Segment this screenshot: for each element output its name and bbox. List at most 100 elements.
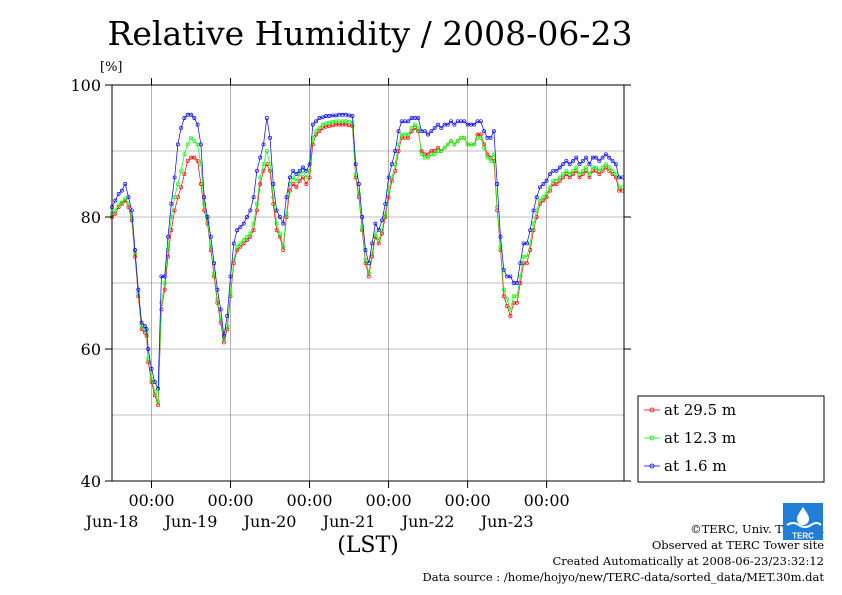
- copyright-text: ©TERC, Univ. Tsukuba: [690, 522, 824, 536]
- data-point: [146, 347, 151, 351]
- y-tick-label: 40: [81, 472, 101, 491]
- data-point: [238, 241, 243, 246]
- data-point: [396, 129, 401, 134]
- data-point: [314, 119, 319, 124]
- plot-frame: [111, 84, 625, 482]
- x-tick-label: 00:00: [207, 491, 253, 510]
- data-point: [166, 234, 170, 239]
- data-point: [304, 175, 309, 180]
- data-point: [320, 115, 325, 120]
- data-point: [386, 175, 391, 180]
- data-point: [571, 168, 575, 173]
- data-point: [162, 287, 167, 292]
- legend-label: at 12.3 m: [664, 429, 736, 447]
- data-point: [603, 162, 608, 167]
- data-point: [287, 188, 292, 193]
- axis-labels: 40 60 80 100[%] 00:00 00:00 00:00 00:00 00:00 00:…: [70, 60, 631, 558]
- data-point: [287, 182, 292, 186]
- series-layer: [110, 112, 625, 408]
- data-point: [123, 182, 128, 186]
- data-point: [264, 149, 269, 153]
- data-point: [277, 231, 282, 236]
- data-point: [248, 231, 253, 236]
- data-point: [561, 162, 566, 167]
- data-point: [419, 152, 424, 157]
- date-label: Jun-20: [242, 512, 297, 531]
- data-point: [254, 208, 259, 213]
- data-point: [218, 307, 223, 312]
- terc-logo-icon: TERC: [783, 503, 823, 540]
- data-point: [472, 142, 477, 147]
- data-point: [360, 224, 365, 229]
- data-point: [182, 152, 187, 157]
- data-point: [274, 221, 279, 226]
- data-point: [271, 182, 276, 186]
- data-point: [406, 119, 411, 124]
- data-point: [228, 274, 233, 279]
- data-point: [432, 152, 437, 157]
- data-point: [133, 248, 137, 252]
- data-point: [366, 271, 371, 276]
- data-point: [251, 195, 256, 200]
- data-point: [547, 172, 552, 177]
- data-point: [241, 238, 246, 243]
- data-point: [571, 158, 575, 163]
- data-point: [557, 165, 562, 170]
- data-point: [422, 129, 427, 134]
- data-point: [426, 132, 431, 137]
- data-point: [126, 195, 131, 200]
- y-axis-label: [%]: [100, 60, 123, 75]
- data-point: [541, 182, 546, 186]
- data-point: [218, 317, 223, 322]
- x-tick-label: 00:00: [287, 491, 333, 510]
- data-point: [478, 135, 483, 140]
- data-point: [518, 261, 523, 266]
- data-point: [376, 228, 381, 233]
- date-label: Jun-19: [163, 512, 218, 531]
- data-point: [221, 333, 226, 338]
- data-point: [317, 125, 322, 130]
- data-point: [129, 215, 134, 219]
- data-point: [144, 327, 149, 332]
- data-point: [189, 135, 193, 140]
- data-point: [564, 168, 569, 173]
- observed-text: Observed at TERC Tower site: [651, 538, 824, 552]
- data-point: [156, 386, 161, 391]
- data-point: [202, 195, 207, 200]
- data-point: [159, 300, 164, 305]
- data-point: [603, 152, 608, 157]
- data-point: [409, 125, 414, 130]
- data-point: [281, 221, 286, 226]
- data-point: [363, 257, 368, 262]
- data-point: [564, 158, 569, 163]
- data-point: [584, 155, 589, 160]
- data-point: [245, 234, 249, 239]
- data-point: [482, 129, 487, 134]
- legend-swatch-marker: [649, 435, 655, 441]
- data-point: [212, 261, 217, 266]
- data-point: [235, 244, 240, 249]
- data-point: [587, 162, 592, 167]
- data-point: [152, 389, 157, 394]
- x-axis-label: (LST): [337, 533, 399, 558]
- data-point: [577, 162, 582, 167]
- series-line: [111, 120, 623, 402]
- data-point: [531, 221, 536, 226]
- data-point: [412, 122, 417, 127]
- data-point: [149, 376, 154, 381]
- data-point: [389, 162, 394, 167]
- x-tick-label: 00:00: [366, 491, 412, 510]
- data-point: [376, 238, 381, 243]
- data-point: [119, 200, 124, 205]
- data-point: [212, 271, 217, 276]
- data-point: [508, 314, 513, 318]
- data-point: [491, 129, 496, 134]
- data-point: [268, 168, 272, 173]
- data-point: [439, 149, 444, 153]
- data-point: [380, 218, 384, 223]
- data-point: [488, 135, 493, 140]
- legend-label: at 1.6 m: [664, 457, 727, 475]
- data-point: [534, 195, 539, 200]
- data-point: [182, 116, 187, 120]
- chart-title: Relative Humidity / 2008-06-23: [107, 14, 633, 53]
